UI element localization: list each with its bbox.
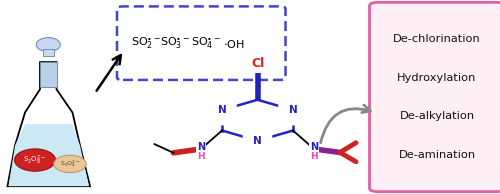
FancyBboxPatch shape xyxy=(117,6,286,80)
Text: De-alkylation: De-alkylation xyxy=(400,111,474,121)
Ellipse shape xyxy=(14,149,56,171)
FancyBboxPatch shape xyxy=(40,62,56,87)
FancyBboxPatch shape xyxy=(43,48,54,56)
Text: N: N xyxy=(253,136,262,146)
Text: H: H xyxy=(197,152,205,161)
Text: N: N xyxy=(288,105,298,115)
Text: $\mathsf{SO_3^{\bullet-}}$: $\mathsf{SO_3^{\bullet-}}$ xyxy=(160,36,190,51)
Text: N: N xyxy=(218,105,226,115)
Text: H: H xyxy=(310,152,318,161)
Polygon shape xyxy=(8,62,90,186)
Text: De-chlorination: De-chlorination xyxy=(393,34,481,44)
Text: Cl: Cl xyxy=(251,57,264,70)
Text: N: N xyxy=(310,142,318,152)
Text: $\mathsf{\cdot OH}$: $\mathsf{\cdot OH}$ xyxy=(223,38,244,50)
Text: $\mathsf{SO_2^{\bullet-}}$: $\mathsf{SO_2^{\bullet-}}$ xyxy=(131,36,161,51)
Text: $\mathsf{S_2O_4^{2-}}$: $\mathsf{S_2O_4^{2-}}$ xyxy=(60,158,80,169)
Text: N: N xyxy=(197,142,205,152)
Polygon shape xyxy=(8,124,89,186)
FancyBboxPatch shape xyxy=(370,2,500,192)
Text: De-amination: De-amination xyxy=(398,150,475,160)
Ellipse shape xyxy=(36,38,60,52)
Ellipse shape xyxy=(54,155,86,173)
Text: Hydroxylation: Hydroxylation xyxy=(398,73,476,83)
Text: $\mathsf{S_2O_8^{2-}}$: $\mathsf{S_2O_8^{2-}}$ xyxy=(24,153,46,167)
Text: $\mathsf{SO_4^{\bullet-}}$: $\mathsf{SO_4^{\bullet-}}$ xyxy=(191,36,221,51)
